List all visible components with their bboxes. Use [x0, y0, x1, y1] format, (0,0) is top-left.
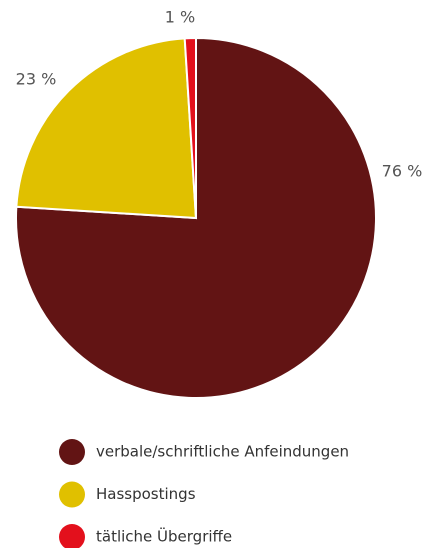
- legend-label: Hasspostings: [96, 485, 196, 503]
- value-label: 23 %: [16, 70, 57, 89]
- legend-marker: [59, 524, 85, 548]
- pie-slice: [15, 37, 198, 220]
- pie-slice: [183, 36, 197, 219]
- value-label: 76 %: [382, 162, 423, 181]
- legend-marker: [59, 481, 85, 508]
- value-label: 1 %: [165, 8, 195, 27]
- legend-label: tätliche Übergriffe: [96, 527, 232, 546]
- pie-slice: [15, 36, 377, 399]
- legend-marker: [59, 439, 85, 465]
- legend-label: verbale/schriftliche Anfeindungen: [96, 443, 349, 461]
